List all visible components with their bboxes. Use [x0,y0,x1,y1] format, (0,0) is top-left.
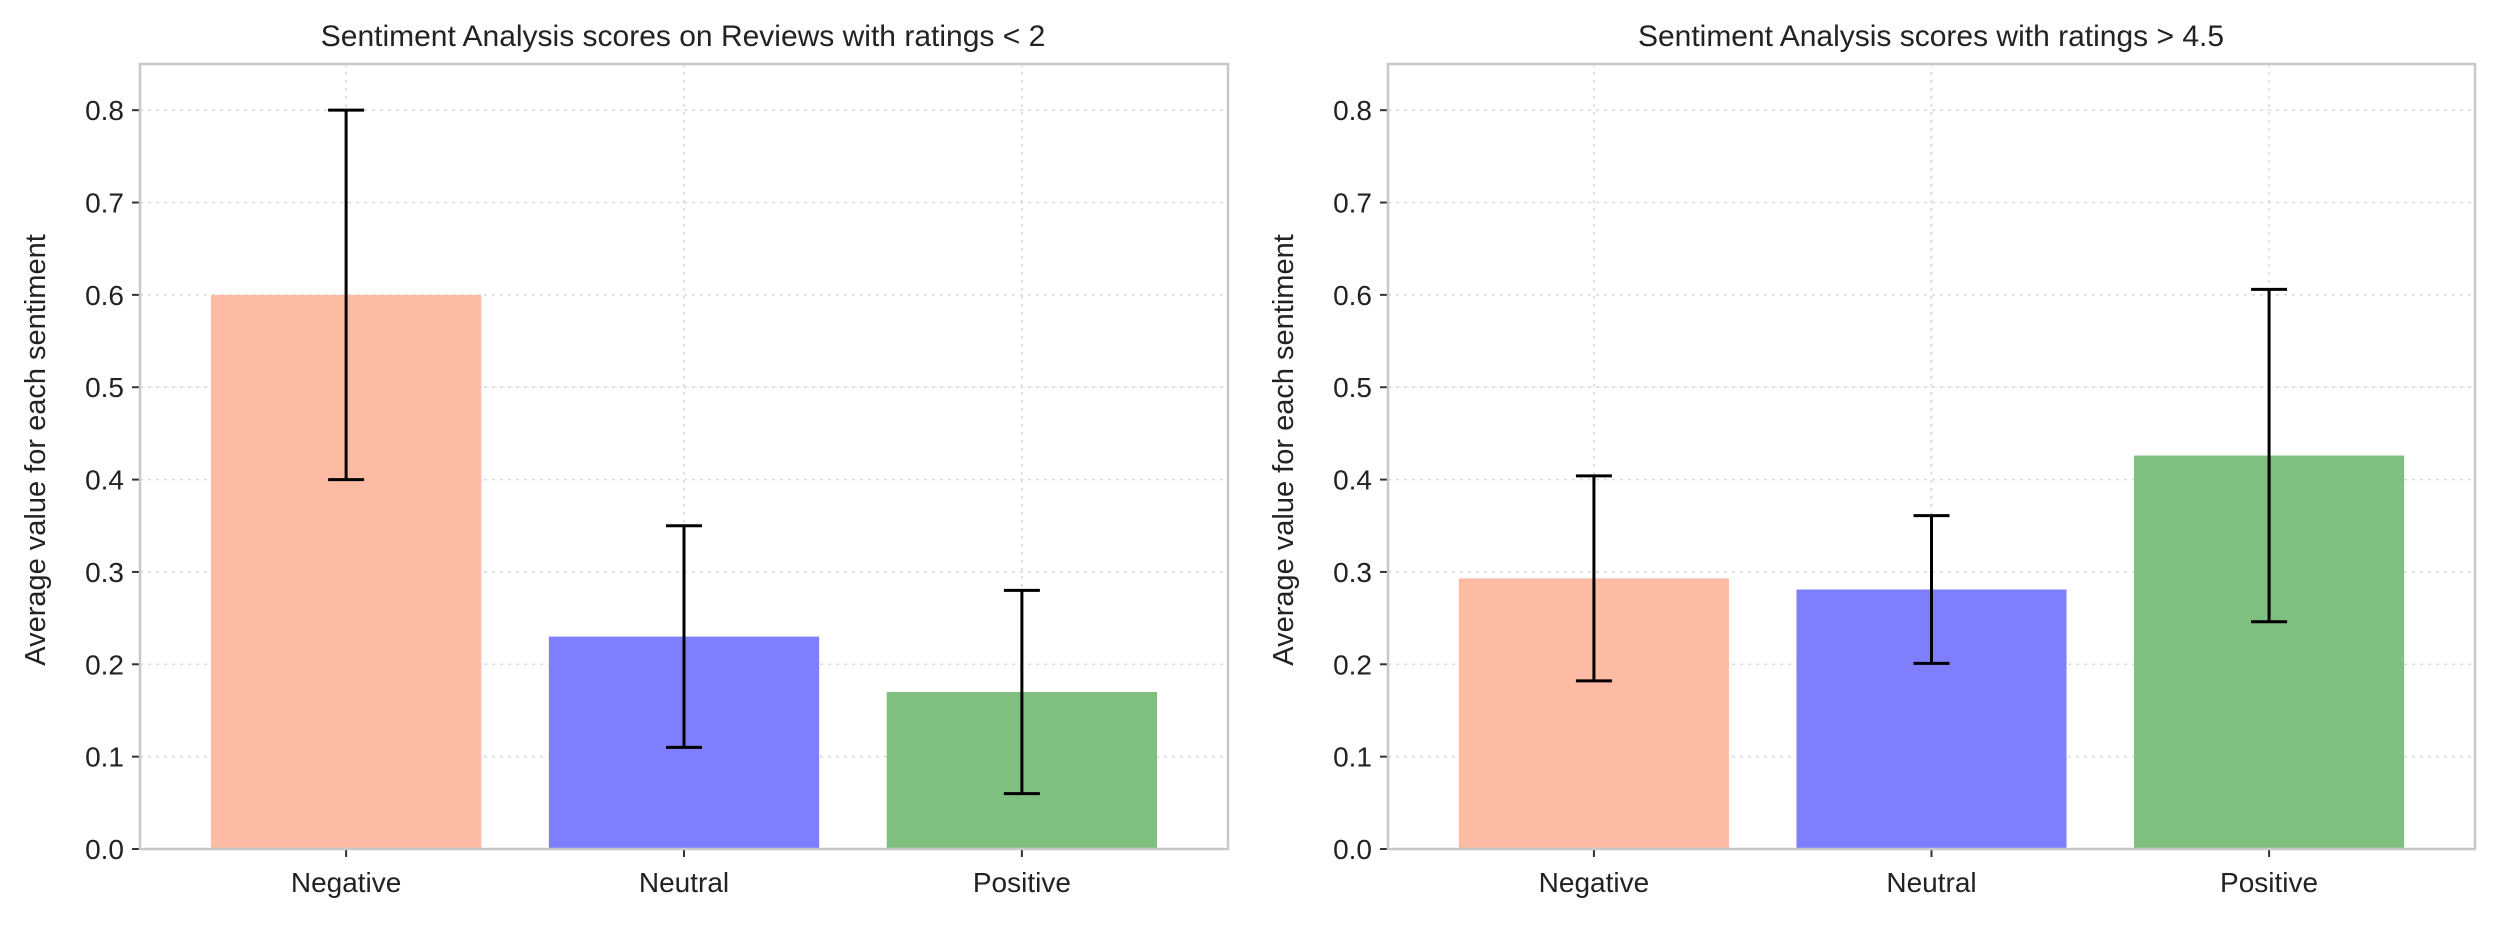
left-ytick-label-4: 0.4 [85,465,124,496]
right-chart-ylabel: Average value for each sentiment [1268,234,1300,666]
right-ytick-label-7: 0.7 [1333,188,1372,219]
right-errorbar-negative [1575,474,1612,683]
left-ytick-label-6: 0.6 [85,280,124,311]
left-xtick-label-0: Negative [291,867,402,898]
left-ytick-label-8: 0.8 [85,95,124,126]
right-plot-frame [1386,62,2477,851]
left-errorbar-neutral [666,524,702,749]
right-ytick-label-3: 0.3 [1333,557,1372,588]
left-xtick-label-1: Neutral [639,867,729,898]
right-ytick-label-2: 0.2 [1333,649,1372,680]
right-xtick-label-0: Negative [1539,867,1650,898]
right-xtick-label-2: Positive [2220,867,2318,898]
left-errorbar-positive [1003,588,1040,796]
left-ytick-label-7: 0.7 [85,188,124,219]
left-chart-ylabel: Average value for each sentiment [20,234,52,666]
left-ytick-label-3: 0.3 [85,557,124,588]
right-xtick-label-1: Neutral [1886,867,1976,898]
right-errorbar-positive [2251,287,2288,624]
right-ytick-label-4: 0.4 [1333,465,1372,496]
right-chart-panel: Sentiment Analysis scores with ratings >… [1268,20,2477,898]
right-ytick-label-1: 0.1 [1333,742,1372,773]
right-ytick-label-8: 0.8 [1333,95,1372,126]
right-ytick-label-5: 0.5 [1333,372,1372,403]
left-ytick-label-1: 0.1 [85,742,124,773]
left-chart-panel: Sentiment Analysis scores on Reviews wit… [20,20,1230,898]
left-plot-frame [138,62,1230,851]
left-ytick-label-0: 0.0 [85,834,124,865]
right-errorbar-neutral [1913,514,1950,665]
left-errorbar-negative [328,108,365,482]
left-ytick-label-5: 0.5 [85,372,124,403]
right-chart-title: Sentiment Analysis scores with ratings >… [1638,20,2224,53]
right-ytick-label-6: 0.6 [1333,280,1372,311]
left-xtick-label-2: Positive [973,867,1071,898]
left-ytick-label-2: 0.2 [85,649,124,680]
left-chart-title: Sentiment Analysis scores on Reviews wit… [321,20,1046,53]
right-ytick-label-0: 0.0 [1333,834,1372,865]
